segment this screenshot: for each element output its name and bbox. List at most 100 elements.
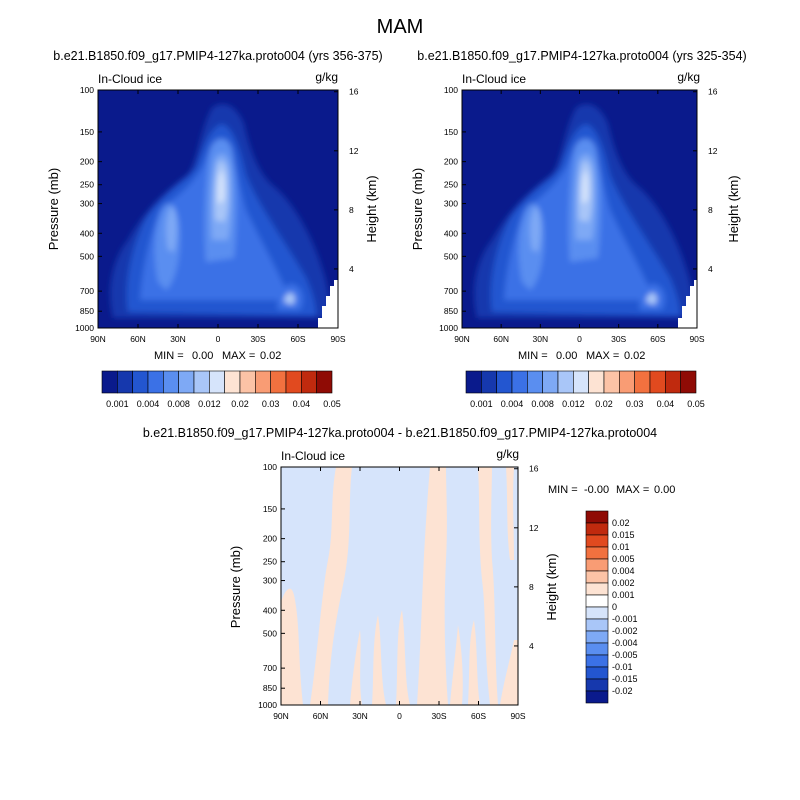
panel-c: b.e21.B1850.f09_g17.PMIP4-127ka.proto004…	[143, 426, 676, 721]
panel-c-max-value: 0.00	[654, 484, 675, 496]
y-tick-label: 400	[263, 605, 277, 615]
colorbar-label: 0.05	[687, 399, 705, 409]
height-tick-label: 4	[349, 264, 354, 274]
x-tick-label: 90S	[510, 711, 525, 721]
panel-c-ylabel: Pressure (mb)	[228, 546, 243, 628]
y-tick-label: 150	[80, 127, 94, 137]
colorbar-label: 0.005	[612, 554, 635, 564]
x-tick-label: 60N	[130, 334, 146, 344]
panel-a-min-label: MIN =	[154, 350, 184, 362]
colorbar-box	[649, 370, 666, 394]
panel-b-ylabel: Pressure (mb)	[410, 168, 425, 250]
colorbar-label: -0.005	[612, 650, 638, 660]
colorbar-box	[496, 370, 513, 394]
panel-b-max-value: 0.02	[624, 350, 645, 362]
y-tick-label: 250	[444, 180, 458, 190]
colorbar-box	[585, 594, 609, 608]
colorbar-box	[147, 370, 164, 394]
panel-a-colorbar: 0.001 0.004 0.008 0.012 0.02 0.03 0.04 0.05	[101, 370, 341, 409]
y-tick-label: 200	[444, 157, 458, 167]
colorbar-box	[542, 370, 559, 394]
x-tick-label: 60S	[290, 334, 305, 344]
panel-b: b.e21.B1850.f09_g17.PMIP4-127ka.proto004…	[410, 49, 747, 409]
height-tick-label: 16	[529, 464, 539, 474]
y-tick-label: 300	[80, 199, 94, 209]
y-tick-label: 200	[263, 534, 277, 544]
y-tick-label: 500	[80, 251, 94, 261]
panel-a-ylabel: Pressure (mb)	[46, 168, 61, 250]
colorbar-box	[680, 370, 697, 394]
colorbar-box	[619, 370, 635, 394]
y-tick-label: 250	[263, 557, 277, 567]
colorbar-box	[585, 534, 609, 548]
height-tick-label: 4	[708, 264, 713, 274]
panel-b-min-value: 0.00	[556, 350, 577, 362]
x-tick-label: 90N	[273, 711, 289, 721]
colorbar-box	[585, 642, 609, 656]
panel-b-units: g/kg	[677, 70, 700, 84]
panel-c-min-label: MIN =	[548, 484, 578, 496]
colorbar-label: 0.03	[626, 399, 644, 409]
colorbar-label: 0.05	[323, 399, 341, 409]
colorbar-label: 0	[612, 602, 617, 612]
colorbar-box	[178, 370, 195, 394]
y-tick-label: 1000	[75, 323, 94, 333]
colorbar-label: 0.02	[595, 399, 613, 409]
y-tick-label: 250	[80, 180, 94, 190]
colorbar-box	[224, 370, 241, 394]
colorbar-label: 0.04	[657, 399, 675, 409]
x-tick-label: 0	[397, 711, 402, 721]
x-tick-label: 30N	[533, 334, 549, 344]
colorbar-box	[585, 510, 609, 524]
x-tick-label: 30S	[431, 711, 446, 721]
colorbar-box	[585, 630, 609, 644]
x-tick-label: 0	[216, 334, 221, 344]
colorbar-label: 0.008	[167, 399, 190, 409]
panel-c-title: b.e21.B1850.f09_g17.PMIP4-127ka.proto004…	[143, 426, 657, 440]
x-tick-label: 60S	[471, 711, 486, 721]
colorbar-label: 0.008	[531, 399, 554, 409]
panel-a-title: b.e21.B1850.f09_g17.PMIP4-127ka.proto004…	[53, 49, 382, 63]
colorbar-box	[585, 522, 609, 536]
x-tick-label: 30S	[250, 334, 265, 344]
colorbar-box	[585, 570, 609, 584]
x-tick-label: 90N	[90, 334, 106, 344]
panel-a-field-label: In-Cloud ice	[98, 72, 162, 86]
colorbar-box	[465, 370, 482, 394]
colorbar-label: -0.002	[612, 626, 638, 636]
colorbar-box	[193, 370, 210, 394]
colorbar-box	[285, 370, 302, 394]
colorbar-box	[603, 370, 620, 394]
panel-a-max-label: MAX =	[222, 350, 255, 362]
height-tick-label: 8	[349, 205, 354, 215]
colorbar-label: 0.002	[612, 578, 635, 588]
y-tick-label: 500	[263, 628, 277, 638]
colorbar-box	[270, 370, 287, 394]
colorbar-box	[132, 370, 149, 394]
x-tick-label: 90S	[689, 334, 704, 344]
panel-c-min-value: -0.00	[584, 484, 609, 496]
y-tick-label: 300	[444, 199, 458, 209]
colorbar-box	[585, 678, 609, 692]
colorbar-label: 0.02	[612, 518, 630, 528]
colorbar-label: 0.001	[106, 399, 129, 409]
colorbar-box	[209, 370, 225, 394]
y-tick-label: 700	[263, 663, 277, 673]
colorbar-box	[101, 370, 118, 394]
colorbar-label: 0.04	[293, 399, 311, 409]
panel-c-ylabel-right: Height (km)	[544, 553, 559, 620]
colorbar-box	[585, 582, 609, 596]
colorbar-box	[316, 370, 333, 394]
panel-c-axes: 100 150 200 250 300 400 500 700 850 1000 16 12 8 4 90N…	[258, 462, 539, 721]
colorbar-label: -0.01	[612, 662, 633, 672]
height-tick-label: 4	[529, 641, 534, 651]
colorbar-box	[239, 370, 256, 394]
colorbar-label: 0.01	[612, 542, 630, 552]
colorbar-box	[573, 370, 589, 394]
x-tick-label: 90S	[330, 334, 345, 344]
y-tick-label: 100	[80, 85, 94, 95]
panel-a-max-value: 0.02	[260, 350, 281, 362]
x-tick-label: 30N	[170, 334, 186, 344]
y-tick-label: 400	[80, 228, 94, 238]
